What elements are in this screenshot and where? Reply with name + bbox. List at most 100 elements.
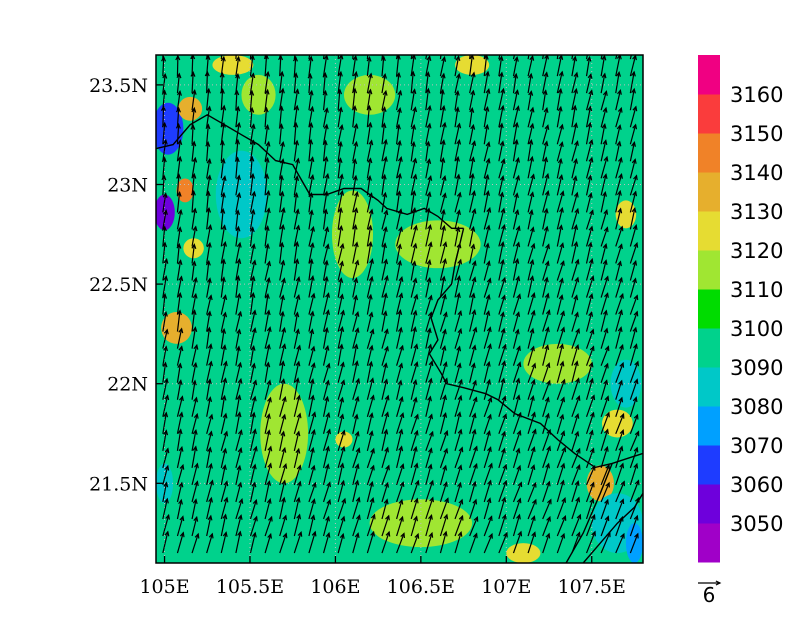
wind-vector	[337, 140, 343, 162]
wind-vector	[585, 310, 594, 332]
wind-vector	[600, 515, 610, 537]
colorbar-label: 3140	[730, 161, 783, 185]
wind-vector	[425, 140, 431, 162]
wind-vector	[249, 515, 258, 537]
wind-vector	[322, 172, 330, 196]
wind-vector	[366, 241, 373, 264]
colorbar-segment	[698, 445, 720, 485]
wind-vector	[571, 71, 579, 94]
wind-vector	[322, 531, 331, 554]
wind-vector	[454, 209, 461, 230]
wind-vector	[556, 206, 564, 230]
wind-vector	[439, 275, 446, 298]
wind-vector	[498, 447, 506, 469]
wind-vector	[439, 139, 446, 162]
wind-vector	[498, 122, 504, 145]
x-tick-label: 106.5E	[387, 576, 455, 598]
wind-vector	[322, 498, 332, 520]
wind-vector	[439, 192, 447, 213]
wind-vector	[352, 122, 359, 145]
wind-vector	[571, 447, 581, 469]
wind-vector	[279, 479, 287, 503]
wind-vector	[439, 377, 449, 400]
colorbar-segment	[698, 289, 720, 329]
wind-vector	[352, 310, 360, 332]
wind-vector	[585, 105, 593, 128]
wind-vector	[396, 412, 405, 434]
wind-vector	[322, 481, 331, 503]
wind-vector	[380, 55, 386, 77]
wind-vector	[176, 362, 183, 383]
wind-vector	[469, 396, 478, 417]
wind-vector	[454, 242, 462, 264]
wind-vector	[162, 377, 169, 400]
x-axis: 105E 105.5E 106E 106.5E 107E 107.5E	[139, 556, 626, 598]
wind-vector	[220, 360, 228, 383]
wind-vector	[410, 189, 417, 213]
wind-vector	[176, 481, 184, 503]
wind-vector	[600, 411, 610, 435]
wind-vector	[322, 123, 329, 145]
wind-vector	[571, 377, 580, 400]
wind-vector	[498, 140, 505, 162]
contour-patch	[610, 359, 642, 408]
wind-vector	[498, 55, 501, 60]
x-tick-label: 107E	[481, 576, 531, 598]
wind-vector	[410, 515, 418, 537]
wind-vector	[366, 430, 374, 451]
wind-vector	[176, 139, 183, 162]
wind-vector	[600, 173, 608, 196]
wind-vector	[205, 141, 211, 162]
wind-vector	[469, 462, 478, 486]
wind-vector	[512, 241, 521, 264]
wind-vector	[337, 277, 344, 298]
wind-vector	[249, 243, 256, 264]
wind-vector	[308, 498, 316, 520]
wind-vector	[396, 226, 403, 247]
wind-vector	[337, 515, 346, 537]
colorbar-segment	[698, 55, 720, 95]
wind-vector	[235, 429, 243, 451]
wind-vector	[469, 428, 477, 451]
wind-vector	[615, 498, 625, 520]
wind-vector	[162, 328, 169, 349]
wind-vector	[337, 532, 345, 554]
wind-vector	[308, 310, 315, 332]
wind-vector	[527, 481, 537, 503]
wind-vector	[615, 106, 623, 128]
wind-vector	[220, 531, 228, 554]
wind-vector	[600, 498, 609, 520]
wind-vector	[615, 225, 624, 247]
wind-vector	[381, 106, 387, 128]
wind-vector	[542, 362, 551, 383]
colorbar-segment	[698, 172, 720, 212]
wind-vector	[410, 293, 419, 315]
wind-vector	[483, 70, 490, 94]
wind-vector	[191, 515, 199, 537]
wind-vector	[234, 89, 240, 111]
wind-vector	[264, 480, 272, 503]
wind-vector	[600, 463, 610, 486]
wind-vector	[600, 72, 607, 94]
wind-vector	[571, 480, 580, 503]
wind-vector	[410, 532, 420, 554]
wind-vector	[439, 55, 442, 60]
wind-vector	[337, 293, 344, 315]
wind-vector	[527, 106, 535, 128]
wind-vector	[483, 378, 491, 400]
wind-vector	[279, 259, 286, 281]
wind-vector	[439, 121, 447, 145]
wind-vector	[629, 310, 639, 332]
wind-vector	[176, 208, 183, 230]
wind-vector	[395, 71, 401, 94]
wind-vector	[176, 309, 182, 332]
wind-vector	[629, 105, 638, 128]
wind-vector	[600, 90, 608, 111]
wind-vector	[264, 70, 271, 94]
wind-vector	[600, 106, 608, 128]
wind-vector	[454, 72, 461, 94]
wind-vector	[615, 140, 622, 162]
wind-vector	[512, 257, 520, 281]
wind-vector	[220, 328, 227, 349]
wind-vector	[498, 223, 506, 247]
